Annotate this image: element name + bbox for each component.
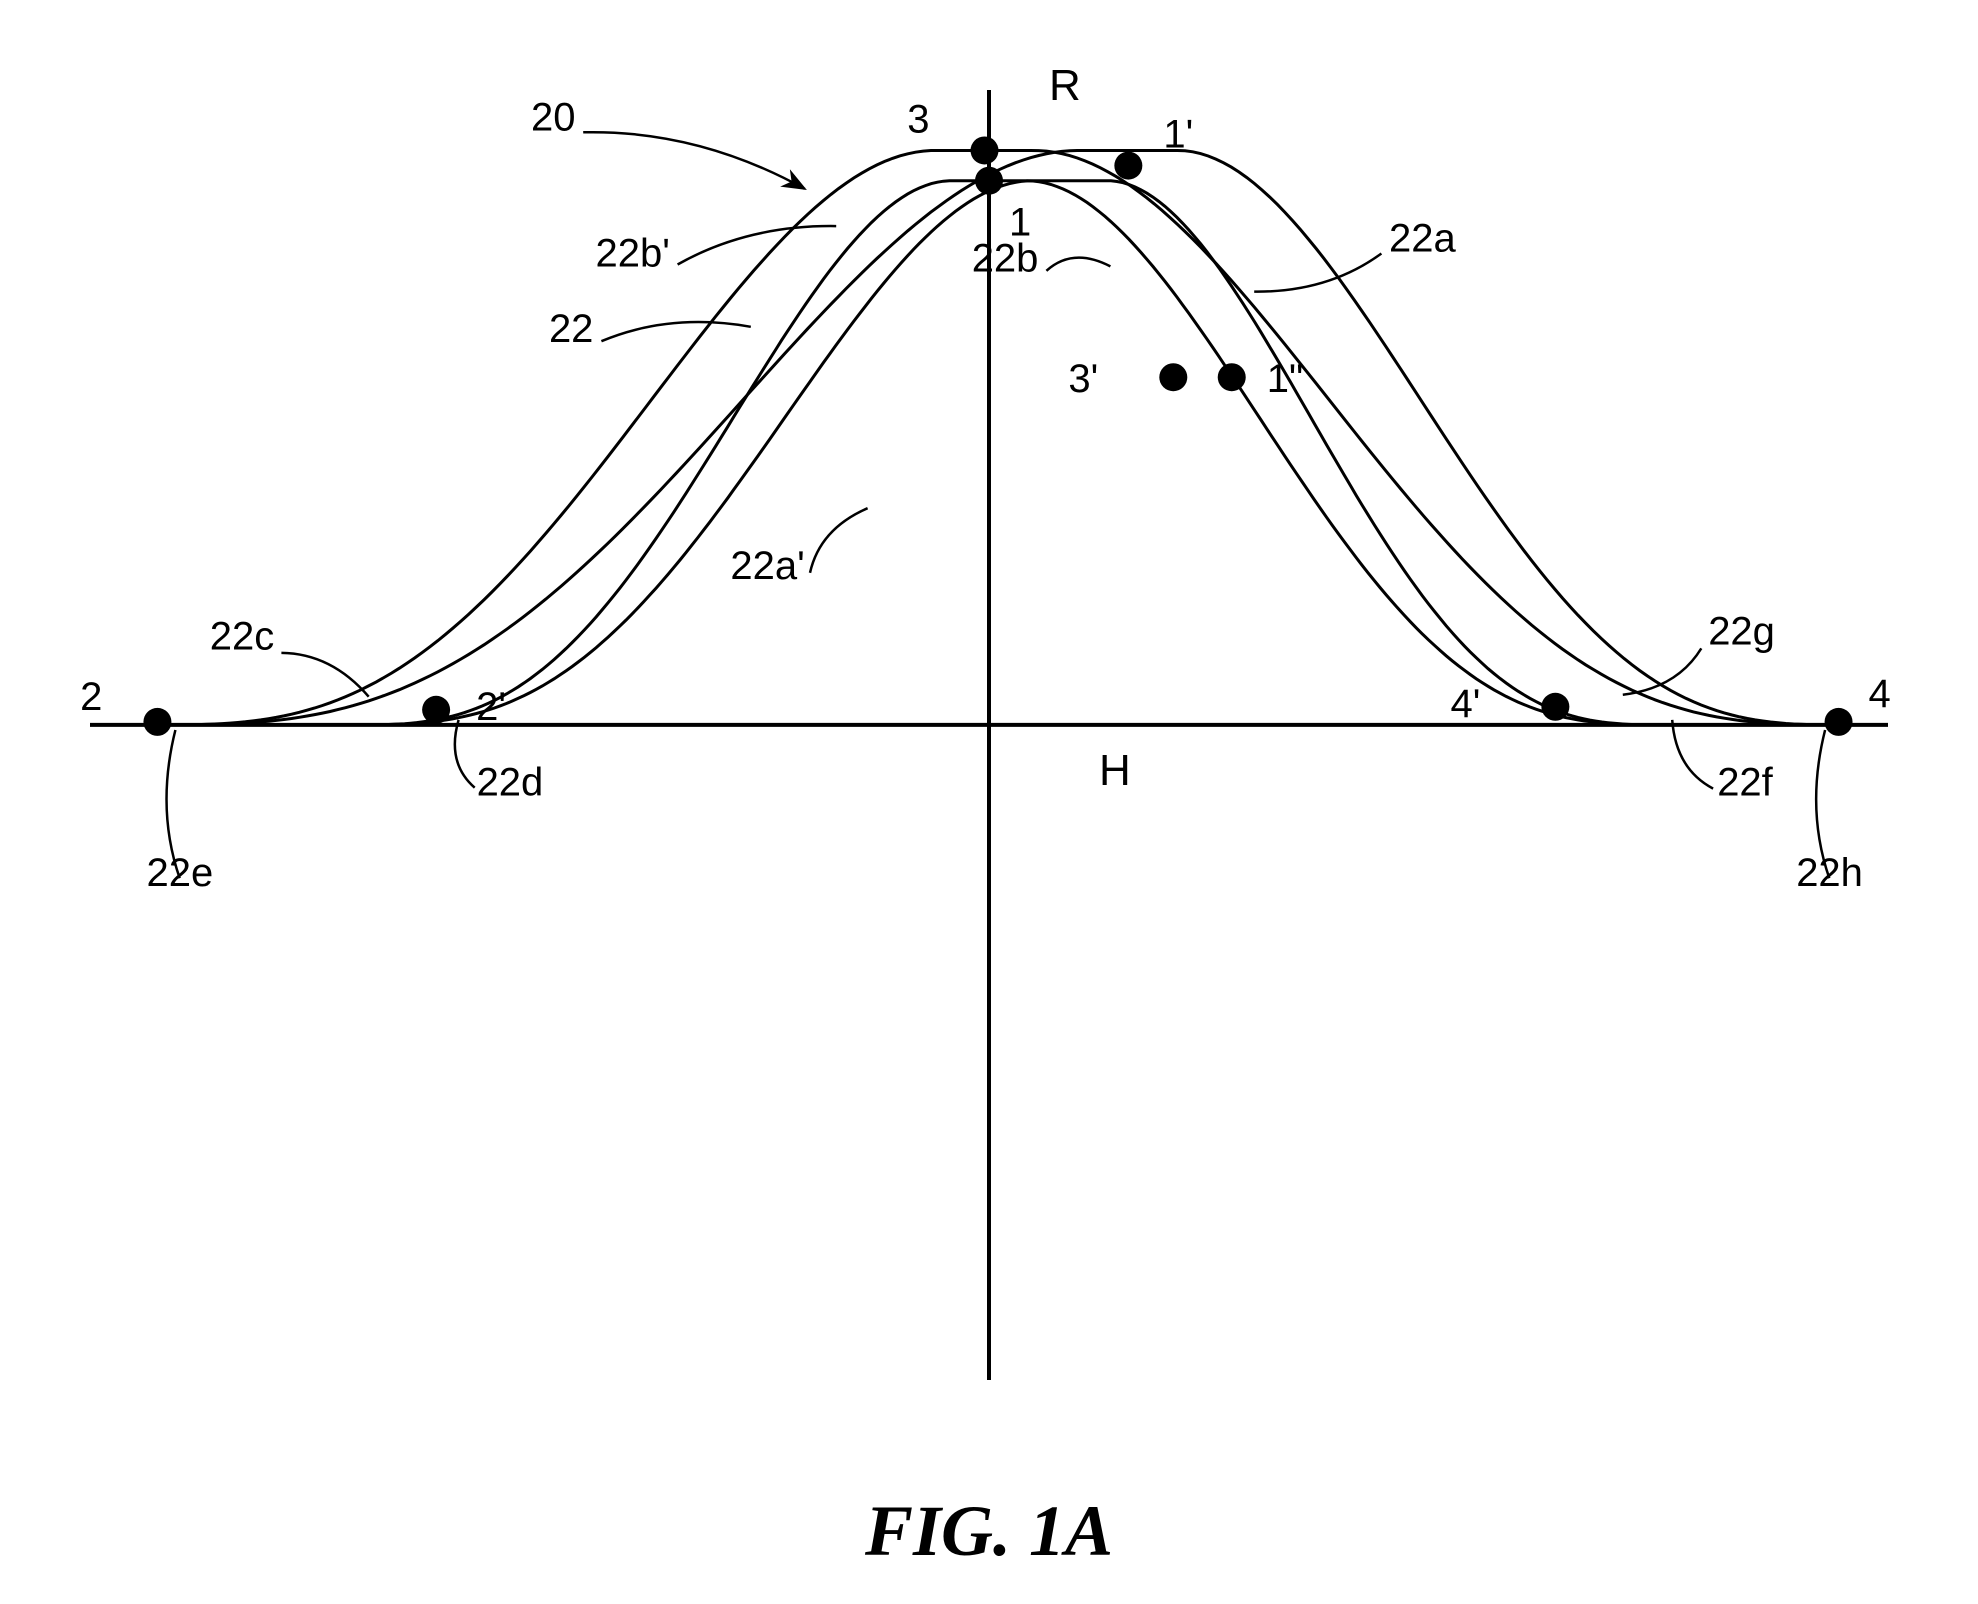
leader-22f	[1672, 720, 1713, 789]
leader-22g	[1623, 648, 1702, 694]
plot-area: RH311'3'1"22'4'42022b'2222a'22b22a22c22d…	[80, 61, 1891, 1380]
point-label-3prime: 3'	[1068, 357, 1098, 401]
leader-22b'	[678, 226, 837, 264]
callout-22h: 22h	[1796, 851, 1863, 895]
leader-22a'	[810, 508, 868, 573]
callout-22b: 22b	[972, 236, 1039, 280]
callout-22f: 22f	[1717, 760, 1773, 804]
point-label-3: 3	[907, 97, 929, 141]
point-3	[971, 136, 999, 164]
callout-22d: 22d	[477, 760, 544, 804]
leader-22a	[1254, 254, 1381, 292]
point-4	[1825, 708, 1853, 736]
leader-22c	[281, 653, 368, 697]
point-label-1prime: 1'	[1163, 113, 1193, 157]
y-axis-label: R	[1049, 61, 1081, 110]
callout-22a': 22a'	[730, 544, 804, 588]
point-1dprime	[1218, 363, 1246, 391]
leader-22d	[455, 720, 475, 788]
point-1prime	[1114, 152, 1142, 180]
x-axis-label: H	[1099, 746, 1131, 795]
point-label-1dprime: 1"	[1267, 357, 1303, 401]
leader-20	[583, 132, 805, 189]
point-label-4prime: 4'	[1450, 682, 1480, 726]
point-4prime	[1541, 693, 1569, 721]
callout-20: 20	[531, 95, 576, 139]
callout-22e: 22e	[147, 851, 214, 895]
callout-22c: 22c	[210, 614, 275, 658]
callout-22g: 22g	[1708, 609, 1775, 653]
point-label-2prime: 2'	[476, 685, 506, 729]
point-2	[143, 708, 171, 736]
figure-caption: FIG. 1A	[864, 1491, 1113, 1571]
point-label-4: 4	[1869, 672, 1891, 716]
callout-22a: 22a	[1389, 216, 1456, 260]
point-2prime	[422, 696, 450, 724]
point-1	[975, 167, 1003, 195]
callout-22b': 22b'	[595, 231, 669, 275]
point-label-2: 2	[80, 675, 102, 719]
figure-svg: RH311'3'1"22'4'42022b'2222a'22b22a22c22d…	[0, 0, 1978, 1604]
leader-22	[601, 322, 750, 341]
leader-22b	[1046, 258, 1110, 271]
point-3prime	[1159, 363, 1187, 391]
callout-22: 22	[549, 307, 594, 351]
